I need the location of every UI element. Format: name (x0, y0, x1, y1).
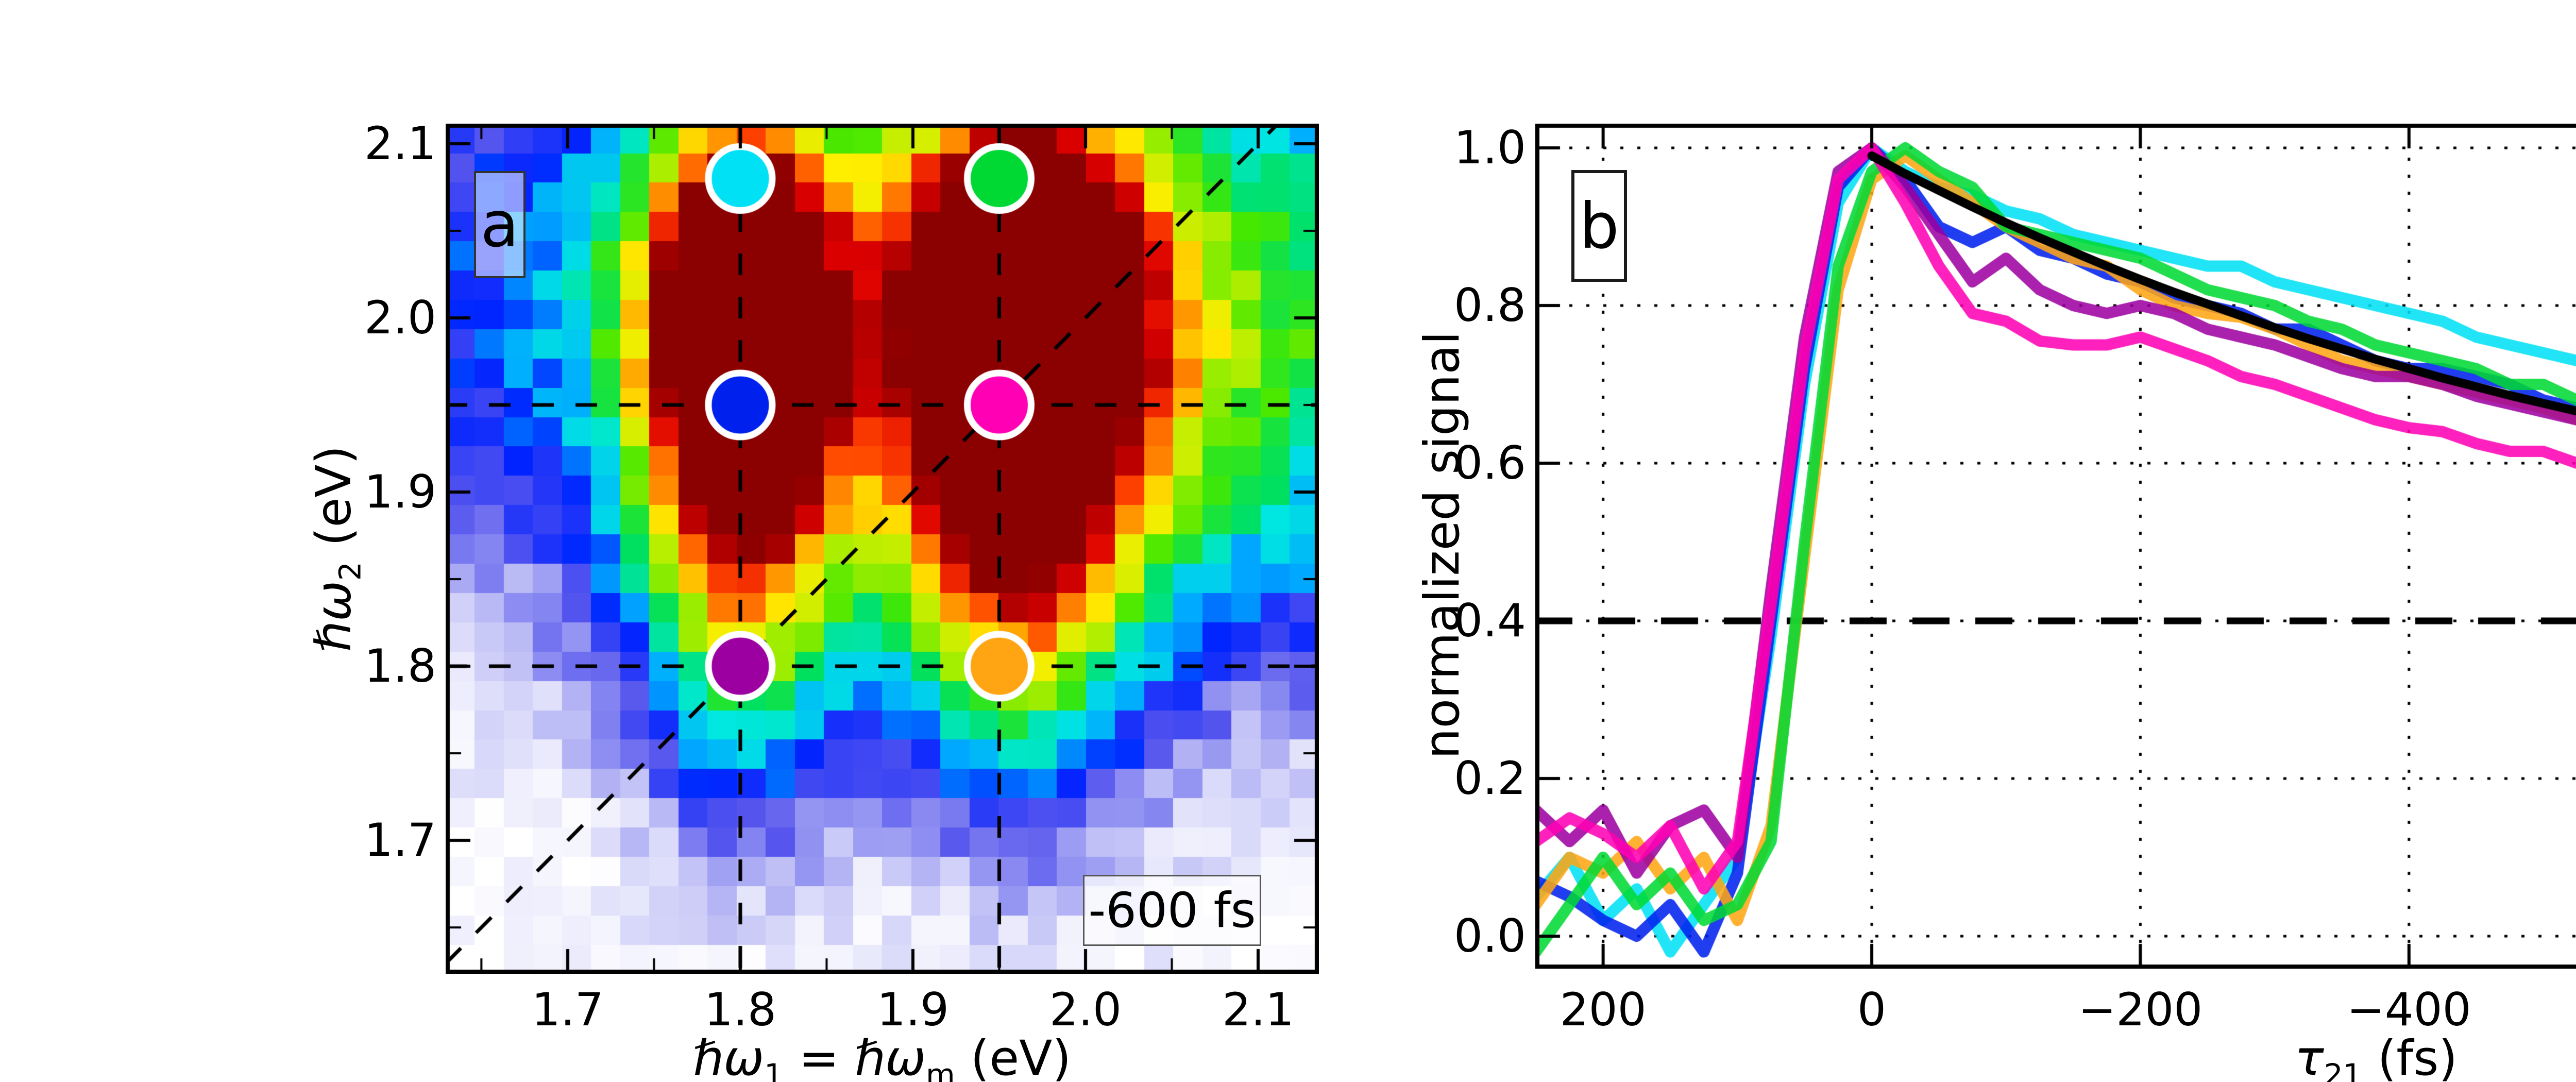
hbar-omega1-symbol: ℏω (692, 1030, 765, 1082)
panel-b-ytick-0.2: 0.2 (1454, 751, 1526, 805)
panel-a-letter: a (474, 171, 526, 278)
equals-sign: = (783, 1030, 855, 1082)
ev-unit: (eV) (955, 1030, 1072, 1082)
tau-subscript: 21 (2324, 1057, 2362, 1082)
panel-b-ytick-0.6: 0.6 (1454, 436, 1526, 489)
panel-a-xlabel: ℏω1 = ℏωm (eV) (693, 1035, 1071, 1082)
panel-b-xtick-0: 0 (1857, 983, 1887, 1036)
panel-b-xtick-−200: −200 (2078, 983, 2203, 1036)
panel-a-xtick-1.8: 1.8 (704, 983, 776, 1036)
panel-a-xtick-2.1: 2.1 (1222, 983, 1295, 1036)
panel-b-ytick-0.0: 0.0 (1454, 909, 1526, 962)
omega2-subscript: 2 (332, 562, 368, 581)
panel-b-ytick-1.0: 1.0 (1454, 121, 1526, 174)
delay-time-label: -600 fs (1088, 882, 1256, 939)
panel-b-letter-text: b (1579, 189, 1619, 263)
panel-b-letter: b (1571, 170, 1627, 282)
panel-b-ytick-0.4: 0.4 (1454, 594, 1526, 647)
panel-a-heatmap (446, 124, 1319, 974)
omegam-subscript: m (926, 1057, 955, 1082)
panel-a-ytick-2.1: 2.1 (364, 116, 436, 170)
panel-a-ytick-1.7: 1.7 (364, 814, 436, 867)
panel-a-ytick-1.9: 1.9 (364, 465, 436, 518)
hbar-omega2-symbol: ℏω (306, 581, 362, 652)
panel-a-letter-text: a (480, 188, 519, 261)
panel-a-ylabel: ℏω2 (eV) (306, 446, 368, 652)
tau-symbol: τ (2294, 1030, 2324, 1082)
panel-b-xtick-200: 200 (1560, 983, 1647, 1036)
fs-unit: (fs) (2362, 1030, 2458, 1082)
panel-b-xtick-−400: −400 (2346, 983, 2471, 1036)
normalized-signal-label: normalized signal (1414, 331, 1470, 759)
panel-b-xlabel: τ21 (fs) (2295, 1035, 2458, 1082)
panel-b-ytick-0.8: 0.8 (1454, 278, 1526, 332)
panel-b-traces (1535, 124, 2576, 969)
hbar-omegam-symbol: ℏω (854, 1030, 926, 1082)
panel-a-ytick-1.8: 1.8 (364, 639, 436, 692)
ev-unit-2: (eV) (306, 445, 362, 562)
panel-a-xtick-2.0: 2.0 (1049, 983, 1122, 1036)
panel-b-ylabel: normalized signal (1414, 331, 1470, 759)
panel-a-ytick-2.0: 2.0 (364, 291, 436, 344)
delay-time-label-box: -600 fs (1083, 875, 1261, 946)
panel-a-xtick-1.7: 1.7 (531, 983, 604, 1036)
panel-a-xtick-1.9: 1.9 (876, 983, 949, 1036)
omega1-subscript: 1 (764, 1057, 784, 1082)
